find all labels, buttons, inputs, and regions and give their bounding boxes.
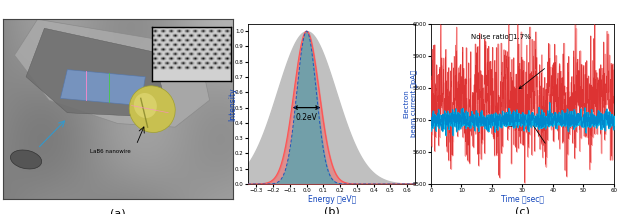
Text: (b): (b) (324, 207, 340, 214)
Text: Noise ratio：1.7%: Noise ratio：1.7% (471, 33, 531, 40)
Polygon shape (61, 70, 145, 106)
Text: (c): (c) (515, 207, 529, 214)
Ellipse shape (129, 86, 175, 132)
Text: LaB6 nanowire: LaB6 nanowire (91, 149, 131, 154)
Polygon shape (15, 19, 210, 127)
Ellipse shape (11, 150, 42, 169)
X-axis label: Energy （eV）: Energy （eV） (308, 195, 356, 204)
Y-axis label: Electron
beam current （pA）: Electron beam current （pA） (403, 70, 417, 137)
Text: (a): (a) (110, 208, 126, 214)
Y-axis label: Intensity: Intensity (228, 87, 237, 121)
Text: Noise ratio：0.4%: Noise ratio：0.4% (471, 120, 531, 126)
Polygon shape (26, 28, 164, 116)
Ellipse shape (134, 93, 157, 118)
X-axis label: Time （sec）: Time （sec） (501, 195, 544, 204)
Text: 0.2eV: 0.2eV (296, 113, 317, 122)
